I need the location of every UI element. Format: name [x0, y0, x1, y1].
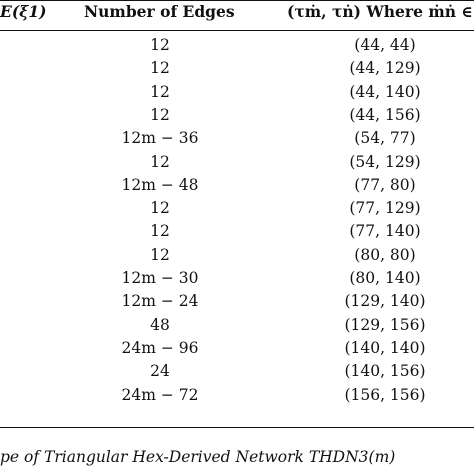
header-degree-pair: (τṁ, τṅ) Where ṁṅ ∈ E( — [287, 2, 474, 21]
edge-count-cell: 12 — [150, 105, 170, 124]
degree-pair-cell: (77, 140) — [349, 222, 421, 241]
degree-pair-cell: (77, 129) — [349, 199, 421, 218]
edge-count-cell: 12 — [150, 36, 170, 54]
edge-count-cell: 24m − 96 — [121, 338, 199, 357]
degree-pair-cell: (77, 80) — [354, 175, 416, 194]
degree-pair-cell: (44, 129) — [349, 59, 421, 78]
degree-pair-cell: (54, 77) — [354, 129, 416, 148]
edge-count-cell: 24m − 72 — [121, 385, 199, 404]
degree-pair-cell: (44, 140) — [349, 82, 421, 101]
edge-count-cell: 12m − 30 — [121, 269, 199, 287]
edge-count-cell: 12 — [150, 245, 170, 264]
edge-count-cell: 12 — [150, 199, 170, 218]
degree-pair-cell: (156, 156) — [344, 385, 426, 404]
degree-pair-cell: (129, 140) — [344, 292, 426, 311]
table-caption: pe of Triangular Hex-Derived Network THD… — [0, 448, 396, 466]
header-e-xi1: E(ξ1) — [0, 2, 47, 21]
edge-count-cell: 48 — [150, 315, 170, 334]
edge-count-cell: 12 — [150, 59, 170, 78]
degree-pair-cell: (129, 156) — [344, 315, 426, 334]
degree-pair-cell: (140, 140) — [344, 338, 426, 357]
degree-pair-cell: (140, 156) — [344, 362, 426, 381]
edge-count-cell: 12 — [150, 152, 170, 171]
table-top-rule — [0, 0, 474, 2]
degree-pair-cell: (44, 156) — [349, 105, 421, 124]
edge-count-cell: 12m − 24 — [121, 292, 199, 311]
edge-count-cell: 12 — [150, 82, 170, 101]
edge-count-cell: 24 — [150, 362, 170, 381]
table-bottom-rule — [0, 427, 474, 429]
table-header-rule — [0, 30, 474, 32]
degree-pair-cell: (80, 140) — [349, 269, 421, 287]
degree-pair-cell: (80, 80) — [354, 245, 416, 264]
degree-pair-cell: (54, 129) — [349, 152, 421, 171]
degree-pair-cell: (44, 44) — [354, 36, 416, 54]
edge-count-cell: 12 — [150, 222, 170, 241]
header-number-of-edges: Number of Edges — [84, 2, 235, 21]
edge-count-cell: 12m − 36 — [121, 129, 199, 148]
edge-count-cell: 12m − 48 — [121, 175, 199, 194]
